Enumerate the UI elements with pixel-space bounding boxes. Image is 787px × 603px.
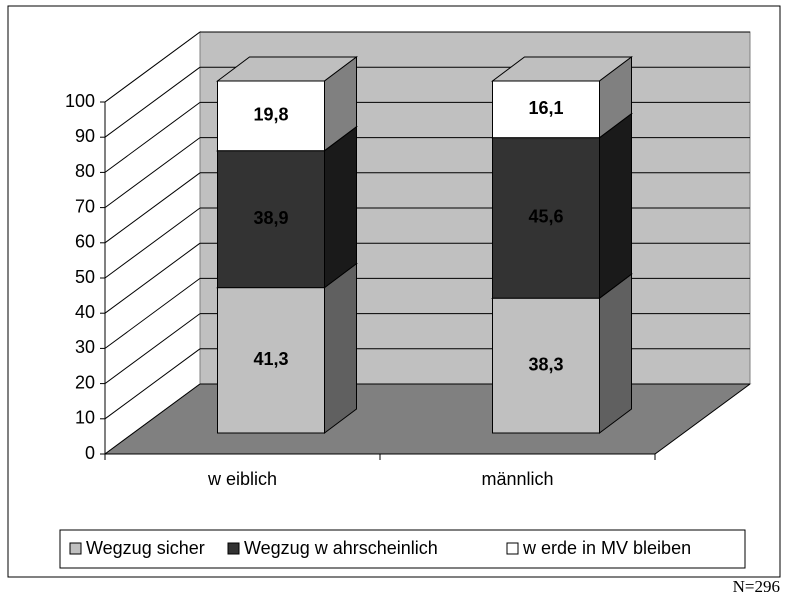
value-label: 38,9 [253,208,288,228]
legend [59,529,746,569]
bar [492,297,600,434]
grid-line [104,383,201,455]
legend-marker [506,542,519,555]
grid-line [104,31,201,103]
bar-side [324,125,357,289]
y-tick-label: 0 [85,443,95,463]
x-tick-label: männlich [481,469,553,489]
legend-label: w erde in MV bleiben [522,538,691,558]
y-tick-label: 90 [75,126,95,146]
bar [217,80,325,152]
x-tick-label: w eiblich [207,469,277,489]
annotation: N=296 [733,577,780,596]
grid-line [104,242,201,314]
bar [492,80,600,139]
grid-line [104,137,201,209]
bar [217,150,325,289]
floor [103,383,752,455]
value-label: 19,8 [253,105,288,125]
legend-marker [69,542,82,555]
y-tick-label: 20 [75,372,95,392]
grid-line [104,277,201,349]
bar-side [599,273,632,434]
grid-line [104,207,201,279]
y-tick-label: 10 [75,408,95,428]
floor-edge [654,383,751,455]
y-tick-label: 100 [65,91,95,111]
grid-line [104,172,201,244]
y-tick-label: 70 [75,196,95,216]
y-tick-label: 60 [75,232,95,252]
value-label: 41,3 [253,349,288,369]
bar-side [599,112,632,300]
legend-label: Wegzug w ahrscheinlich [244,538,438,558]
y-tick-label: 40 [75,302,95,322]
value-label: 38,3 [528,354,563,374]
legend-label: Wegzug sicher [86,538,205,558]
y-tick-label: 80 [75,161,95,181]
y-tick-label: 30 [75,337,95,357]
value-label: 45,6 [528,207,563,227]
bars: 41,3 38,9 19,8 38,3 45,6 16,1 [216,56,633,434]
legend-marker [227,542,240,555]
bar-side [324,262,357,434]
value-label: 16,1 [528,98,563,118]
y-tick-label: 50 [75,267,95,287]
grid-line [104,313,201,385]
bar [217,287,325,434]
bar [492,137,600,299]
grid-line [104,348,201,420]
grid-line [104,101,201,173]
grid-line [104,66,201,138]
